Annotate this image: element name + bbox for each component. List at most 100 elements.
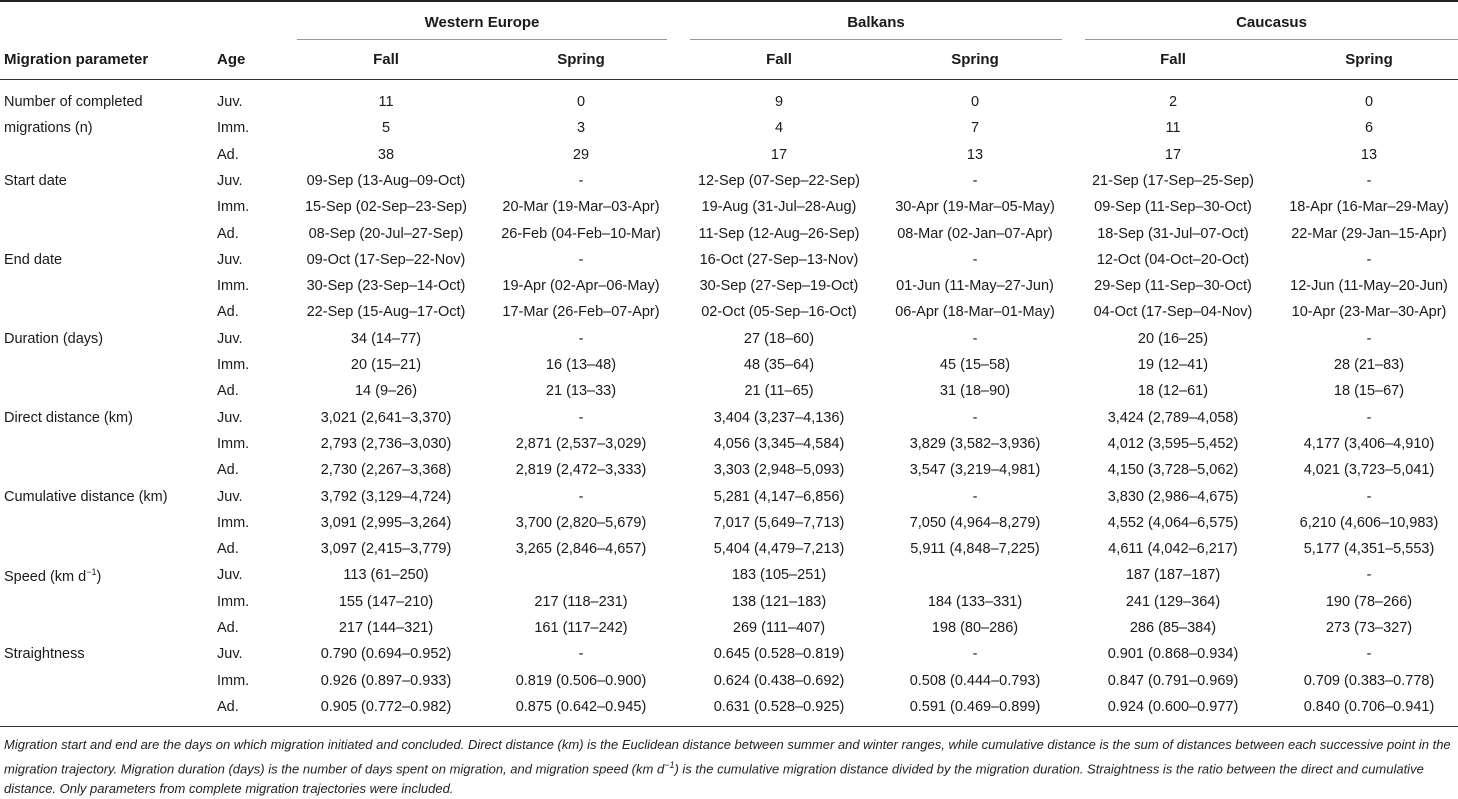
table-cell: - (972, 172, 978, 189)
table-cell: 3,265 (2,846–4,657) (515, 541, 647, 558)
table-cell: 18 (12–61) (1137, 383, 1209, 400)
table-row: Cumulative distance (km) Juv. 3,792 (3,129… (0, 485, 1458, 511)
table-cell: 3,547 (3,219–4,981) (909, 462, 1041, 479)
row-param: Cumulative distance (km) (4, 489, 168, 505)
footnote-part1: Migration start and end are the days on … (4, 737, 1451, 777)
row-param: Direct distance (km) (4, 410, 133, 426)
table-row: Ad. 2,730 (2,267–3,368) 2,819 (2,472–3,333… (0, 458, 1458, 484)
table-cell: 4,056 (3,345–4,584) (713, 435, 845, 452)
top-rule (0, 0, 1458, 2)
table-cell: 4,012 (3,595–5,452) (1107, 435, 1239, 452)
row-age: Juv. (217, 409, 243, 426)
region-western-europe: Western Europe (424, 14, 540, 31)
table-row: Ad. 14 (9–26) 21 (13–33) 21 (11–65) 31 (18–9… (0, 379, 1458, 405)
row-age: Imm. (217, 199, 250, 216)
table-cell: 0.819 (0.506–0.900) (515, 672, 647, 689)
table-cell: 09-Sep (13-Aug–09-Oct) (306, 172, 466, 189)
region-underline (690, 39, 1062, 40)
table-cell: 217 (144–321) (338, 620, 434, 636)
table-cell: - (972, 646, 978, 663)
table-cell: 10-Apr (23-Mar–30-Apr) (1291, 304, 1447, 321)
table-cell: 183 (105–251) (731, 567, 827, 584)
table-cell: 19-Apr (02-Apr–06-May) (502, 278, 660, 295)
table-cell: 0.631 (0.528–0.925) (713, 698, 845, 715)
table-cell: 2 (1168, 94, 1178, 110)
table-cell: 21 (13–33) (545, 383, 617, 400)
table-row: Ad. 3,097 (2,415–3,779) 3,265 (2,846–4,657… (0, 537, 1458, 563)
table-cell: - (972, 488, 978, 505)
table-cell: - (972, 330, 978, 347)
table-cell: - (972, 251, 978, 268)
table-cell: 5,177 (4,351–5,553) (1303, 541, 1435, 558)
row-age: Juv. (217, 567, 243, 584)
region-underline (1085, 39, 1458, 40)
header-season: Fall (1160, 51, 1186, 68)
table-row: Direct distance (km) Juv. 3,021 (2,641–3,3… (0, 406, 1458, 432)
table-cell: - (1366, 251, 1372, 268)
table-cell: - (578, 172, 584, 189)
table-row: Imm. 30-Sep (23-Sep–14-Oct) 19-Apr (02-Apr… (0, 274, 1458, 300)
table-cell: 4 (774, 120, 784, 137)
table-cell: 0.847 (0.791–0.969) (1107, 672, 1239, 689)
table-cell: 17-Mar (26-Feb–07-Apr) (502, 304, 660, 321)
table-row: Imm. 2,793 (2,736–3,030) 2,871 (2,537–3,02… (0, 432, 1458, 458)
table-footnote: Migration start and end are the days on … (4, 735, 1452, 799)
table-cell: 3,091 (2,995–3,264) (320, 514, 452, 531)
row-param: Number of completed (4, 94, 143, 110)
row-param-after: ) (96, 569, 102, 586)
table-cell: 0.926 (0.897–0.933) (320, 672, 452, 689)
table-cell: 0.591 (0.469–0.899) (909, 698, 1041, 715)
table-cell: 4,552 (4,064–6,575) (1107, 514, 1239, 531)
table-cell: 17 (770, 146, 788, 163)
table-cell: 3,829 (3,582–3,936) (909, 435, 1041, 452)
table-cell: 4,177 (3,406–4,910) (1303, 435, 1435, 452)
table-cell: 20-Mar (19-Mar–03-Apr) (502, 199, 660, 216)
row-age: Imm. (217, 435, 250, 452)
table-cell: - (1366, 330, 1372, 347)
row-age: Juv. (217, 646, 243, 663)
table-cell: 9 (774, 94, 784, 110)
table-cell: 0 (576, 94, 586, 110)
table-cell: 4,150 (3,728–5,062) (1107, 462, 1239, 479)
row-age: Ad. (217, 383, 239, 400)
row-age: Ad. (217, 304, 239, 321)
row-age: Imm. (217, 593, 250, 610)
table-cell: 27 (18–60) (743, 330, 815, 347)
table-cell: 29-Sep (11-Sep–30-Oct) (1094, 278, 1252, 295)
table-cell: 21 (11–65) (744, 383, 814, 400)
row-param: Straightness (4, 646, 85, 662)
footnote-part2: ) is the cumulative migration distance d… (4, 761, 1424, 797)
table-row: Imm. 155 (147–210) 217 (118–231) 138 (121–1… (0, 590, 1458, 616)
region-caucasus: Caucasus (1236, 14, 1307, 31)
header-season: Fall (373, 51, 399, 68)
table-cell: 217 (118–231) (534, 593, 628, 610)
row-age: Imm. (217, 278, 250, 295)
table-cell: - (1366, 646, 1372, 663)
table-cell: 3,303 (2,948–5,093) (713, 462, 845, 479)
row-age: Ad. (217, 146, 239, 163)
table-cell: 18-Sep (31-Jul–07-Oct) (1097, 225, 1249, 242)
table-cell: 6,210 (4,606–10,983) (1299, 514, 1439, 531)
table-cell: 30-Sep (27-Sep–19-Oct) (699, 278, 859, 295)
table-row: Number of completed Juv. 11 0 9 0 2 0 (0, 90, 1458, 116)
table-cell: 3,830 (2,986–4,675) (1107, 488, 1239, 505)
row-age: Juv. (217, 488, 243, 505)
table-cell: 2,730 (2,267–3,368) (320, 462, 452, 479)
table-cell: 0.624 (0.438–0.692) (713, 672, 845, 689)
table-cell: 113 (61–250) (343, 567, 429, 584)
row-param-text: Direct distance (km) (4, 409, 133, 426)
row-param-text: Start date (4, 172, 67, 189)
table-cell: 3 (576, 120, 586, 137)
table-cell: - (578, 251, 584, 268)
footnote-sup: −1 (664, 760, 675, 770)
table-cell: 17 (1164, 146, 1182, 163)
header-season: Fall (766, 51, 792, 68)
table-cell: 6 (1364, 120, 1374, 137)
row-param-text: migrations (n) (4, 120, 93, 137)
table-cell: 31 (18–90) (939, 383, 1011, 400)
table-cell: 11-Sep (12-Aug–26-Sep) (698, 225, 860, 242)
table-cell: 09-Sep (11-Sep–30-Oct) (1094, 199, 1252, 216)
table-cell: 08-Sep (20-Jul–27-Sep) (308, 225, 464, 242)
row-param-text: Duration (days) (4, 330, 104, 347)
table-row: Imm. 15-Sep (02-Sep–23-Sep) 20-Mar (19-Mar… (0, 195, 1458, 221)
